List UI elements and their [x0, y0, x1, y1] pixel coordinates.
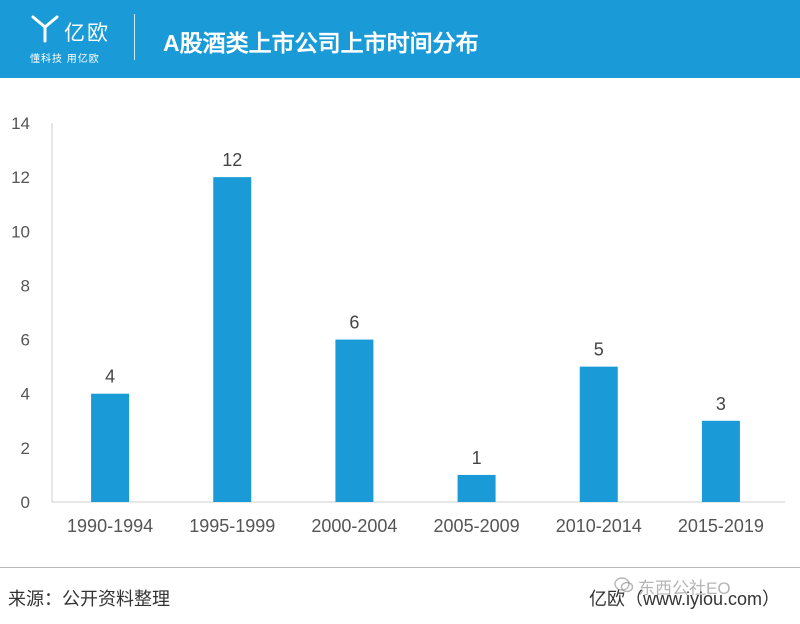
data-label: 4 — [105, 367, 115, 387]
x-tick-label: 1995-1999 — [189, 516, 275, 536]
x-tick-label: 1990-1994 — [67, 516, 153, 536]
data-label: 6 — [349, 313, 359, 333]
bar-chart: 0 2 4 6 8 10 12 14 4 1990-1994 12 1995-1999 6 2000-20… — [11, 114, 785, 536]
header-banner: 亿欧 懂科技 用亿欧 A股酒类上市公司上市时间分布 — [0, 0, 800, 78]
data-label: 3 — [716, 394, 726, 414]
bar — [579, 366, 618, 502]
y-tick-label: 14 — [11, 114, 30, 133]
y-tick-label: 4 — [21, 385, 30, 404]
source-note: 来源：公开资料整理 — [8, 589, 170, 609]
wechat-icon — [614, 577, 634, 593]
x-tick-label: 2000-2004 — [311, 516, 397, 536]
y-tick-label: 0 — [21, 493, 30, 512]
brand-credit: 亿欧（www.iyiou.com） — [588, 589, 780, 609]
yiou-logo-icon — [31, 15, 59, 43]
brand-logo: 亿欧 懂科技 用亿欧 — [24, 10, 124, 70]
y-tick-label: 10 — [11, 222, 30, 241]
y-tick-label: 6 — [21, 331, 30, 350]
data-label: 1 — [472, 448, 482, 468]
watermark: 东西公社EO — [638, 579, 731, 598]
y-tick-label: 12 — [11, 168, 30, 187]
bar — [91, 393, 130, 502]
y-tick-label: 8 — [21, 276, 30, 295]
logo-slogan: 懂科技 用亿欧 — [30, 54, 100, 65]
data-label: 12 — [222, 150, 242, 170]
x-tick-label: 2010-2014 — [556, 516, 642, 536]
bar — [457, 474, 496, 502]
data-label: 5 — [594, 340, 604, 360]
x-tick-label: 2005-2009 — [434, 516, 520, 536]
bar — [701, 420, 740, 502]
bar — [335, 339, 374, 502]
header-divider — [134, 14, 135, 60]
logo-name: 亿欧 — [64, 22, 110, 45]
bar — [213, 177, 252, 502]
y-tick-label: 2 — [21, 439, 30, 458]
chart-title: A股酒类上市公司上市时间分布 — [163, 30, 479, 56]
x-tick-label: 2015-2019 — [678, 516, 764, 536]
footer-divider — [0, 567, 800, 568]
